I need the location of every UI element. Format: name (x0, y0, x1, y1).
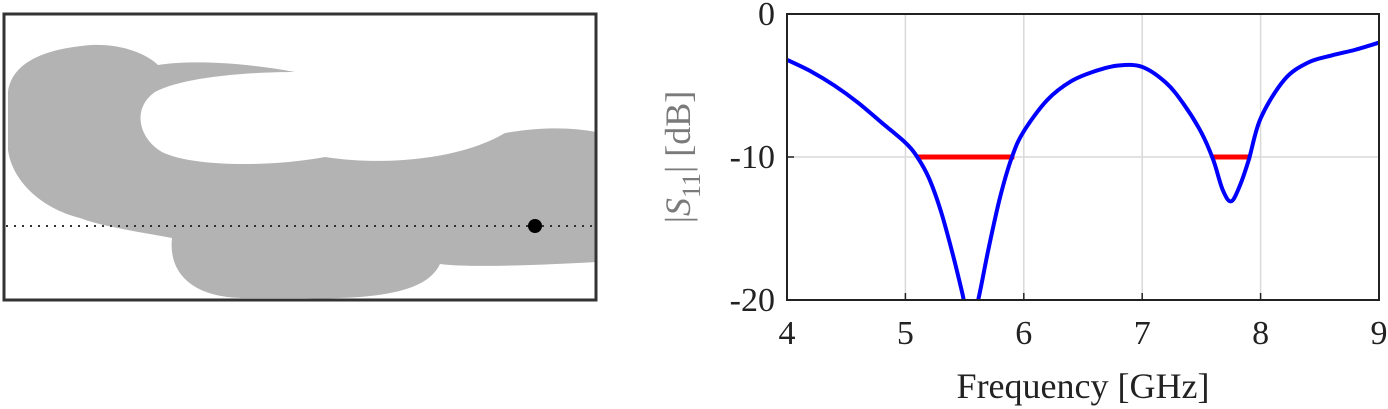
s11-curve (787, 40, 1379, 300)
antenna-geometry-panel (2, 12, 598, 302)
y-tick-label: -10 (730, 139, 775, 176)
grid (787, 14, 1379, 300)
y-axis-label: |S11| [dB] (658, 91, 706, 223)
y-axis-label-bar-right: | (658, 166, 698, 173)
x-tick-label: 8 (1252, 315, 1269, 352)
feed-point (528, 219, 542, 233)
y-axis-label-bar-left: | (658, 216, 698, 223)
antenna-shape (8, 44, 596, 299)
x-tick-label: 9 (1371, 315, 1388, 352)
y-ticks: 0 -10 -20 (730, 0, 794, 319)
y-tick-label: -20 (730, 282, 775, 319)
x-tick-label: 6 (1015, 315, 1032, 352)
y-axis-label-subscript: 11 (677, 173, 706, 198)
x-tick-label: 4 (779, 315, 796, 352)
y-tick-label: 0 (758, 0, 775, 33)
x-tick-label: 7 (1134, 315, 1151, 352)
y-axis-label-symbol: S (658, 198, 698, 216)
geometry-frame (2, 12, 598, 302)
x-tick-label: 5 (897, 315, 914, 352)
curves (787, 40, 1379, 300)
x-axis-label: Frequency [GHz] (957, 366, 1210, 406)
x-ticks: 4 5 6 7 8 9 (779, 293, 1388, 352)
y-axis-label-unit: [dB] (658, 91, 698, 166)
